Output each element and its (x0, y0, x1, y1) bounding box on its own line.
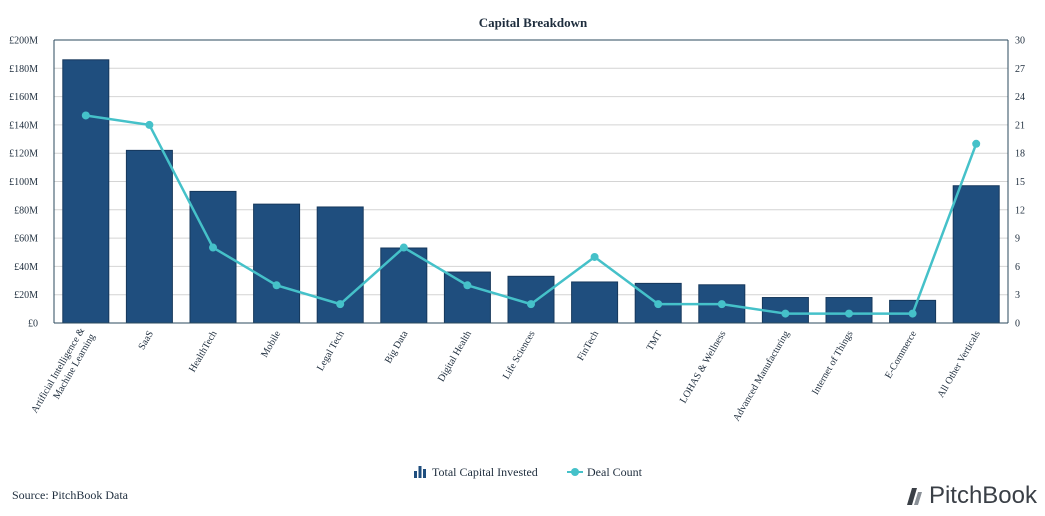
bar (443, 271, 491, 324)
x-category-label: Artificial Intelligence &Machine Learnin… (29, 326, 97, 421)
deal-count-point (845, 309, 853, 318)
deal-count-point (463, 281, 472, 290)
deal-count-point (399, 243, 408, 252)
x-axis-category-labels: Artificial Intelligence &Machine Learnin… (29, 326, 982, 423)
left-y-tick-label: £120M (9, 149, 38, 160)
left-y-tick-label: £100M (9, 177, 38, 188)
legend-marker-icon (571, 468, 579, 476)
axes (53, 39, 1009, 324)
source-note: Source: PitchBook Data (12, 488, 128, 502)
right-y-tick-label: 15 (1015, 177, 1025, 188)
right-y-tick-label: 30 (1015, 36, 1025, 47)
legend-item-total-capital: Total Capital Invested (414, 465, 538, 479)
left-y-tick-label: £40M (14, 262, 38, 273)
bar (380, 247, 428, 324)
deal-count-point (336, 300, 345, 309)
x-category-label: Big Data (383, 329, 411, 366)
x-category-label: Mobile (259, 329, 283, 360)
legend-bar-icon (414, 471, 417, 478)
x-category-label: Life Sciences (501, 329, 538, 381)
right-y-tick-label: 3 (1015, 290, 1020, 301)
legend-label-total-capital: Total Capital Invested (432, 465, 538, 479)
deal-count-point (972, 139, 981, 148)
left-y-tick-label: £20M (14, 290, 38, 301)
line-series (81, 111, 981, 318)
legend-bar-icon-right (423, 469, 426, 478)
deal-count-point (209, 243, 217, 252)
left-y-tick-label: £80M (14, 205, 38, 216)
left-y-tick-label: £160M (9, 92, 38, 103)
bar (825, 297, 873, 324)
left-y-axis-ticks: £0 £20M £40M £60M £80M £100M £120M £140M £160M £1… (9, 36, 38, 330)
right-y-axis-ticks: 0 3 6 9 12 15 18 21 24 27 30 (1015, 36, 1025, 330)
legend-bar-icon-mid (418, 466, 422, 478)
right-y-tick-label: 0 (1015, 319, 1020, 330)
x-category-label: FinTech (575, 329, 601, 363)
pitchbook-logo-text: PitchBook (928, 482, 1037, 509)
deal-count-point (527, 300, 535, 309)
bar (571, 281, 619, 324)
right-y-tick-label: 9 (1015, 234, 1020, 245)
legend-label-deal-count: Deal Count (587, 465, 643, 479)
right-y-tick-label: 6 (1015, 262, 1020, 273)
x-category-label: Internet of Things (810, 329, 856, 397)
deal-count-point (717, 300, 726, 309)
x-category-label: Legal Tech (315, 329, 347, 373)
x-category-label: All Other Verticals (936, 329, 983, 400)
left-y-tick-label: £140M (9, 120, 38, 131)
bar-series (62, 59, 1000, 324)
bar (125, 149, 173, 324)
x-category-label: TMT (645, 329, 665, 353)
deal-count-point (781, 309, 790, 318)
right-y-tick-label: 21 (1015, 120, 1025, 131)
bar (253, 203, 301, 324)
legend-item-deal-count: Deal Count (567, 465, 643, 479)
pitchbook-logo-icon (906, 488, 922, 505)
chart-title: Capital Breakdown (479, 15, 588, 30)
x-category-label: Digital Health (436, 329, 474, 384)
right-y-tick-label: 24 (1015, 92, 1025, 103)
deal-count-point (145, 120, 154, 129)
left-y-tick-label: £180M (9, 64, 38, 75)
left-y-tick-label: £0 (28, 319, 38, 330)
x-category-label: LOHAS & Wellness (678, 329, 728, 405)
right-y-tick-label: 18 (1015, 149, 1025, 160)
x-category-label: E-Commerce (883, 329, 919, 381)
x-category-label: HealthTech (187, 329, 220, 374)
deal-count-point (81, 111, 90, 120)
deal-count-point (590, 252, 599, 261)
deal-count-point (908, 309, 917, 318)
deal-count-point (272, 281, 281, 290)
right-y-tick-label: 12 (1015, 205, 1025, 216)
bar (952, 185, 1000, 324)
x-category-label: SaaS (136, 329, 156, 352)
right-y-tick-label: 27 (1015, 64, 1025, 75)
pitchbook-logo: PitchBook (903, 482, 1037, 510)
deal-count-point (654, 300, 663, 309)
left-y-tick-label: £60M (14, 234, 38, 245)
x-category-label: Advanced Manufacturing (731, 329, 792, 423)
bar (62, 59, 110, 324)
left-y-tick-label: £200M (9, 36, 38, 47)
legend: Total Capital Invested Deal Count (414, 465, 643, 479)
